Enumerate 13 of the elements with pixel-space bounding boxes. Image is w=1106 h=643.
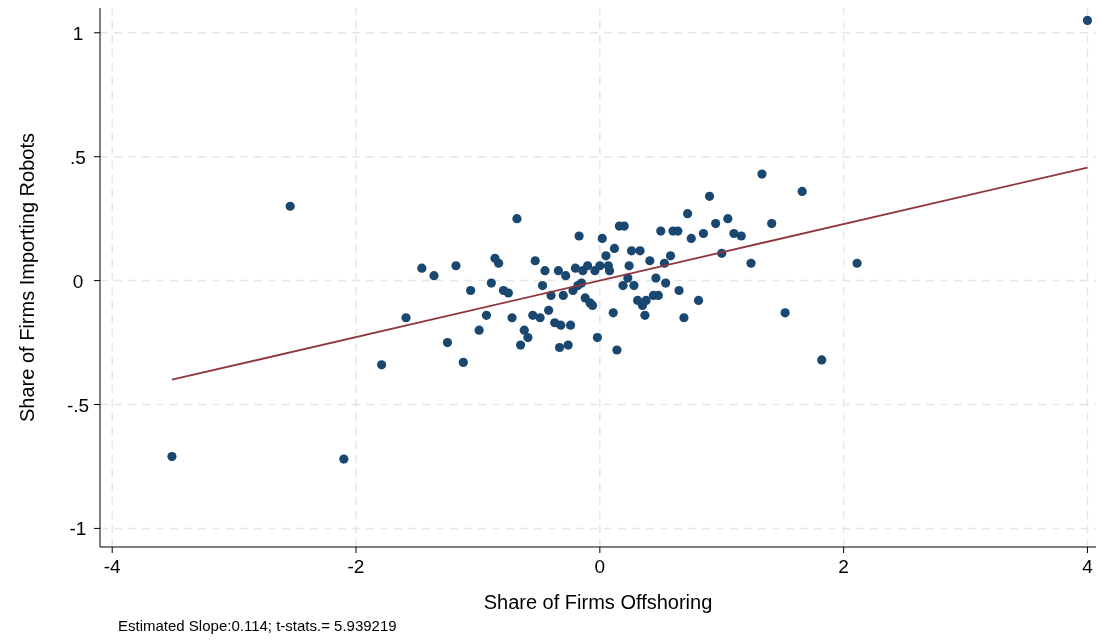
- x-tick-label: -4: [103, 556, 122, 577]
- y-tick-label: -.5: [66, 394, 90, 416]
- x-tick-label: 0: [594, 556, 606, 577]
- y-tick-label: .5: [70, 146, 86, 168]
- y-axis-title: Share of Firms Importing Robots: [16, 133, 38, 422]
- x-tick-label: 4: [1082, 556, 1094, 577]
- x-axis-title: Share of Firms Offshoring: [483, 591, 713, 613]
- x-tick-label: -2: [347, 556, 365, 577]
- x-tick-label: 2: [838, 556, 849, 577]
- y-tick-label: 1: [72, 22, 84, 44]
- text: Estimated Slope:0.114; t-stats.= 5.939219: [118, 617, 397, 634]
- y-tick-label: -1: [69, 518, 87, 540]
- y-tick-label: 0: [72, 270, 84, 292]
